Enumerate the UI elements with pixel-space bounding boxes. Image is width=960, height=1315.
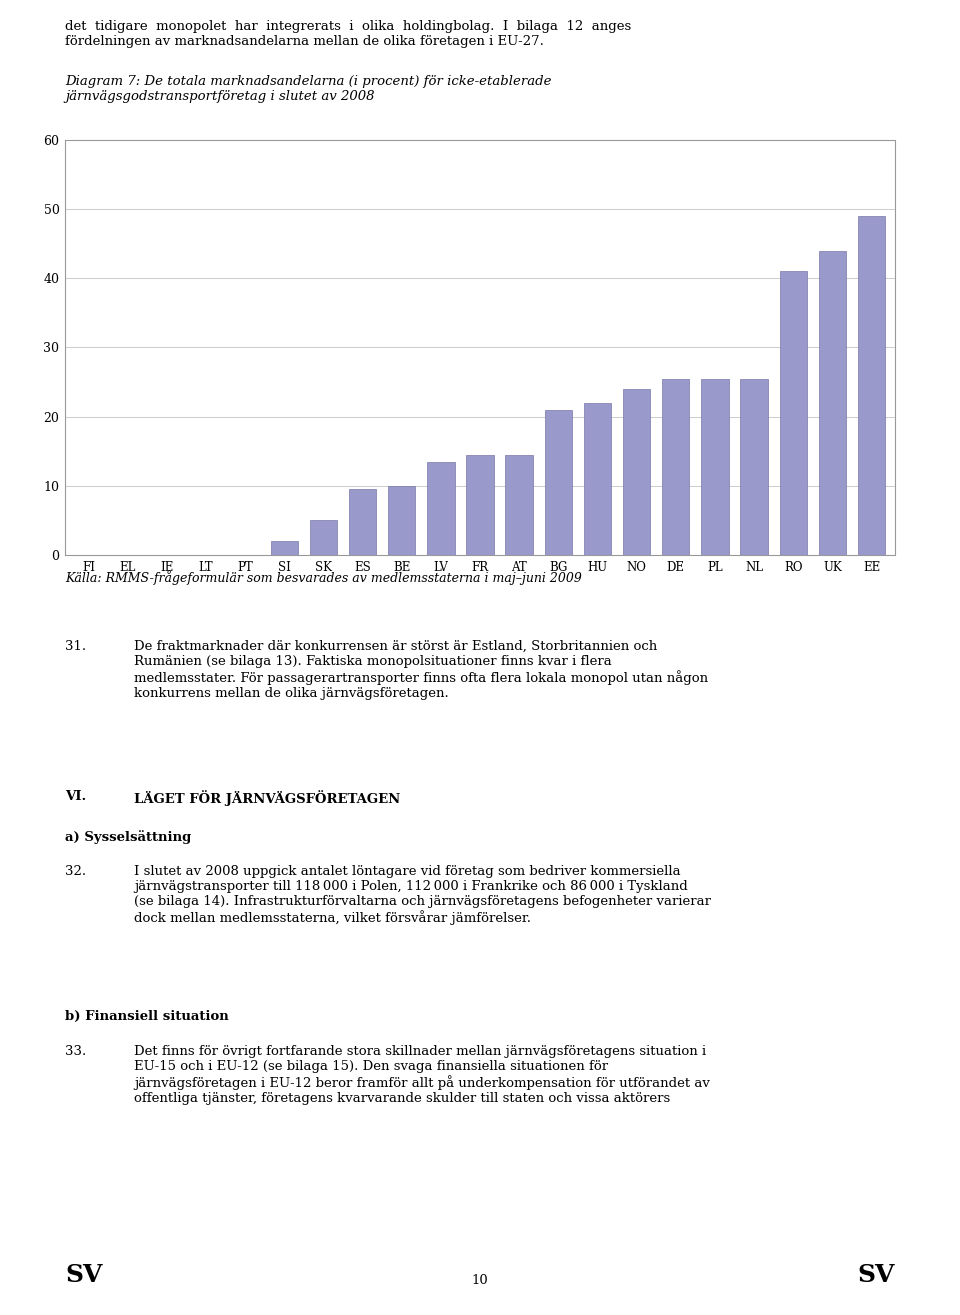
Text: det  tidigare  monopolet  har  integrerats  i  olika  holdingbolag.  I  bilaga  : det tidigare monopolet har integrerats i… — [65, 20, 632, 49]
Bar — [584, 402, 612, 555]
Bar — [780, 271, 807, 555]
Text: 31.: 31. — [65, 640, 86, 654]
Text: b) Finansiell situation: b) Finansiell situation — [65, 1010, 229, 1023]
Text: 33.: 33. — [65, 1045, 86, 1059]
Bar — [271, 542, 298, 555]
Text: SV: SV — [65, 1262, 103, 1287]
Bar — [467, 455, 493, 555]
Bar — [388, 485, 416, 555]
Text: Diagram 7: De totala marknadsandelarna (i procent) för icke-etablerade
järnvägsg: Diagram 7: De totala marknadsandelarna (… — [65, 75, 552, 103]
Text: 10: 10 — [471, 1274, 489, 1287]
Text: a) Sysselsättning: a) Sysselsättning — [65, 830, 192, 844]
Text: I slutet av 2008 uppgick antalet löntagare vid företag som bedriver kommersiella: I slutet av 2008 uppgick antalet löntaga… — [134, 865, 711, 926]
Text: 32.: 32. — [65, 865, 86, 878]
Bar — [662, 379, 689, 555]
Text: LÄGET FÖR JÄRNVÄGSFÖRETAGEN: LÄGET FÖR JÄRNVÄGSFÖRETAGEN — [134, 790, 400, 806]
Bar — [858, 216, 885, 555]
Text: Källa: RMMS-frågeformulär som besvarades av medlemsstaterna i maj–juni 2009: Källa: RMMS-frågeformulär som besvarades… — [65, 569, 582, 585]
Text: SV: SV — [857, 1262, 895, 1287]
Text: Det finns för övrigt fortfarande stora skillnader mellan järnvägsföretagens situ: Det finns för övrigt fortfarande stora s… — [134, 1045, 710, 1105]
Bar — [310, 521, 337, 555]
Bar — [819, 251, 846, 555]
Bar — [544, 410, 572, 555]
Text: VI.: VI. — [65, 790, 86, 803]
Bar — [348, 489, 376, 555]
Bar — [506, 455, 533, 555]
Text: De fraktmarknader där konkurrensen är störst är Estland, Storbritannien och
Rumä: De fraktmarknader där konkurrensen är st… — [134, 640, 708, 701]
Bar — [701, 379, 729, 555]
Bar — [623, 389, 650, 555]
Bar — [740, 379, 768, 555]
Bar — [427, 462, 454, 555]
